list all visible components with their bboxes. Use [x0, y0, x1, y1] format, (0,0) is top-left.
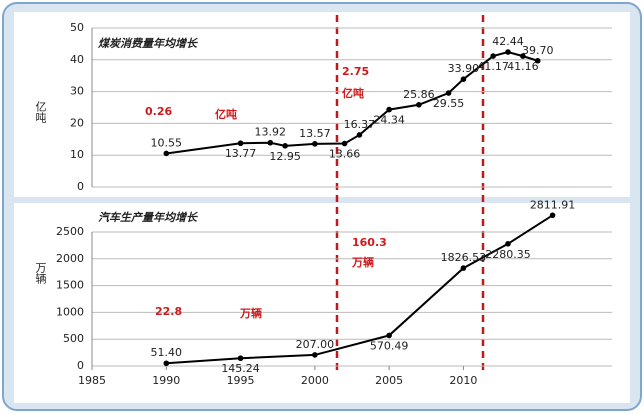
point — [386, 106, 392, 113]
point — [460, 265, 467, 271]
point — [341, 140, 348, 147]
point — [445, 90, 452, 96]
y-tick-label: 2500 — [56, 225, 84, 238]
panel — [14, 203, 630, 403]
data-label: 25.86 — [403, 88, 435, 101]
data-label: 2811.91 — [530, 198, 576, 211]
data-label: 24.34 — [373, 114, 405, 127]
point — [505, 240, 511, 247]
y-tick-label: 0 — [77, 180, 84, 193]
annotation-value: 0.26 — [145, 105, 172, 118]
data-label: 145.24 — [221, 362, 260, 375]
annotation-unit: 亿吨 — [342, 86, 364, 100]
y-tick-label: 1000 — [56, 305, 84, 318]
y-tick-label: 0 — [77, 359, 84, 372]
point — [549, 212, 556, 219]
data-label: 16.37 — [344, 118, 376, 131]
x-tick-label: 2010 — [449, 374, 477, 387]
annotation-unit: 万辆 — [351, 255, 374, 269]
point — [312, 352, 318, 358]
data-label: 12.95 — [269, 150, 301, 163]
x-tick-label: 2000 — [301, 374, 329, 387]
point — [416, 101, 422, 108]
panel — [14, 12, 630, 197]
data-label: 13.66 — [329, 148, 361, 161]
y-tick-label: 40 — [70, 53, 84, 66]
chart-title: 煤炭消费量年均增长 — [97, 37, 198, 50]
data-label: 42.44 — [492, 35, 524, 48]
point — [520, 53, 526, 59]
annotation-value: 22.8 — [155, 305, 182, 318]
data-label: 39.70 — [522, 44, 554, 57]
y-tick-label: 30 — [70, 85, 84, 98]
data-label: 29.55 — [433, 97, 465, 110]
y-axis-label: 万辆 — [34, 262, 47, 285]
annotation-value: 160.3 — [352, 236, 387, 249]
point — [534, 57, 541, 64]
data-label: 51.40 — [151, 346, 183, 359]
y-tick-label: 2000 — [56, 252, 84, 265]
y-axis-label: 亿吨 — [34, 101, 47, 123]
data-label: 570.49 — [370, 339, 409, 352]
data-label: 207.00 — [296, 338, 335, 351]
y-tick-label: 20 — [70, 116, 84, 129]
chart-title: 汽车生产量年均增长 — [98, 211, 198, 224]
x-tick-label: 2005 — [375, 374, 403, 387]
data-label: 33.90 — [448, 62, 480, 75]
annotation-value: 2.75 — [342, 65, 369, 78]
annotation-unit: 万辆 — [239, 306, 262, 320]
point — [460, 76, 467, 82]
y-tick-label: 10 — [70, 148, 84, 161]
x-tick-label: 1995 — [227, 374, 255, 387]
point — [237, 355, 244, 362]
point — [237, 140, 244, 147]
x-tick-label: 1990 — [152, 374, 180, 387]
data-label: 41.16 — [507, 60, 539, 73]
data-label: 1826.53 — [441, 251, 487, 264]
point — [267, 139, 274, 146]
point — [490, 53, 496, 59]
data-label: 13.77 — [225, 147, 257, 160]
point — [163, 150, 170, 157]
data-label: 2280.35 — [485, 248, 531, 261]
data-label: 10.55 — [151, 136, 183, 149]
point — [386, 332, 392, 339]
data-label: 13.57 — [299, 127, 331, 140]
point — [356, 132, 363, 138]
point — [505, 49, 511, 55]
point — [312, 141, 318, 147]
y-tick-label: 500 — [63, 332, 84, 345]
y-tick-label: 50 — [70, 21, 84, 34]
data-label: 41.17 — [477, 60, 509, 73]
point — [282, 143, 288, 149]
y-tick-label: 1500 — [56, 279, 84, 292]
x-tick-label: 1985 — [78, 374, 106, 387]
point — [163, 360, 170, 367]
data-label: 13.92 — [255, 126, 287, 139]
annotation-unit: 亿吨 — [215, 107, 237, 121]
